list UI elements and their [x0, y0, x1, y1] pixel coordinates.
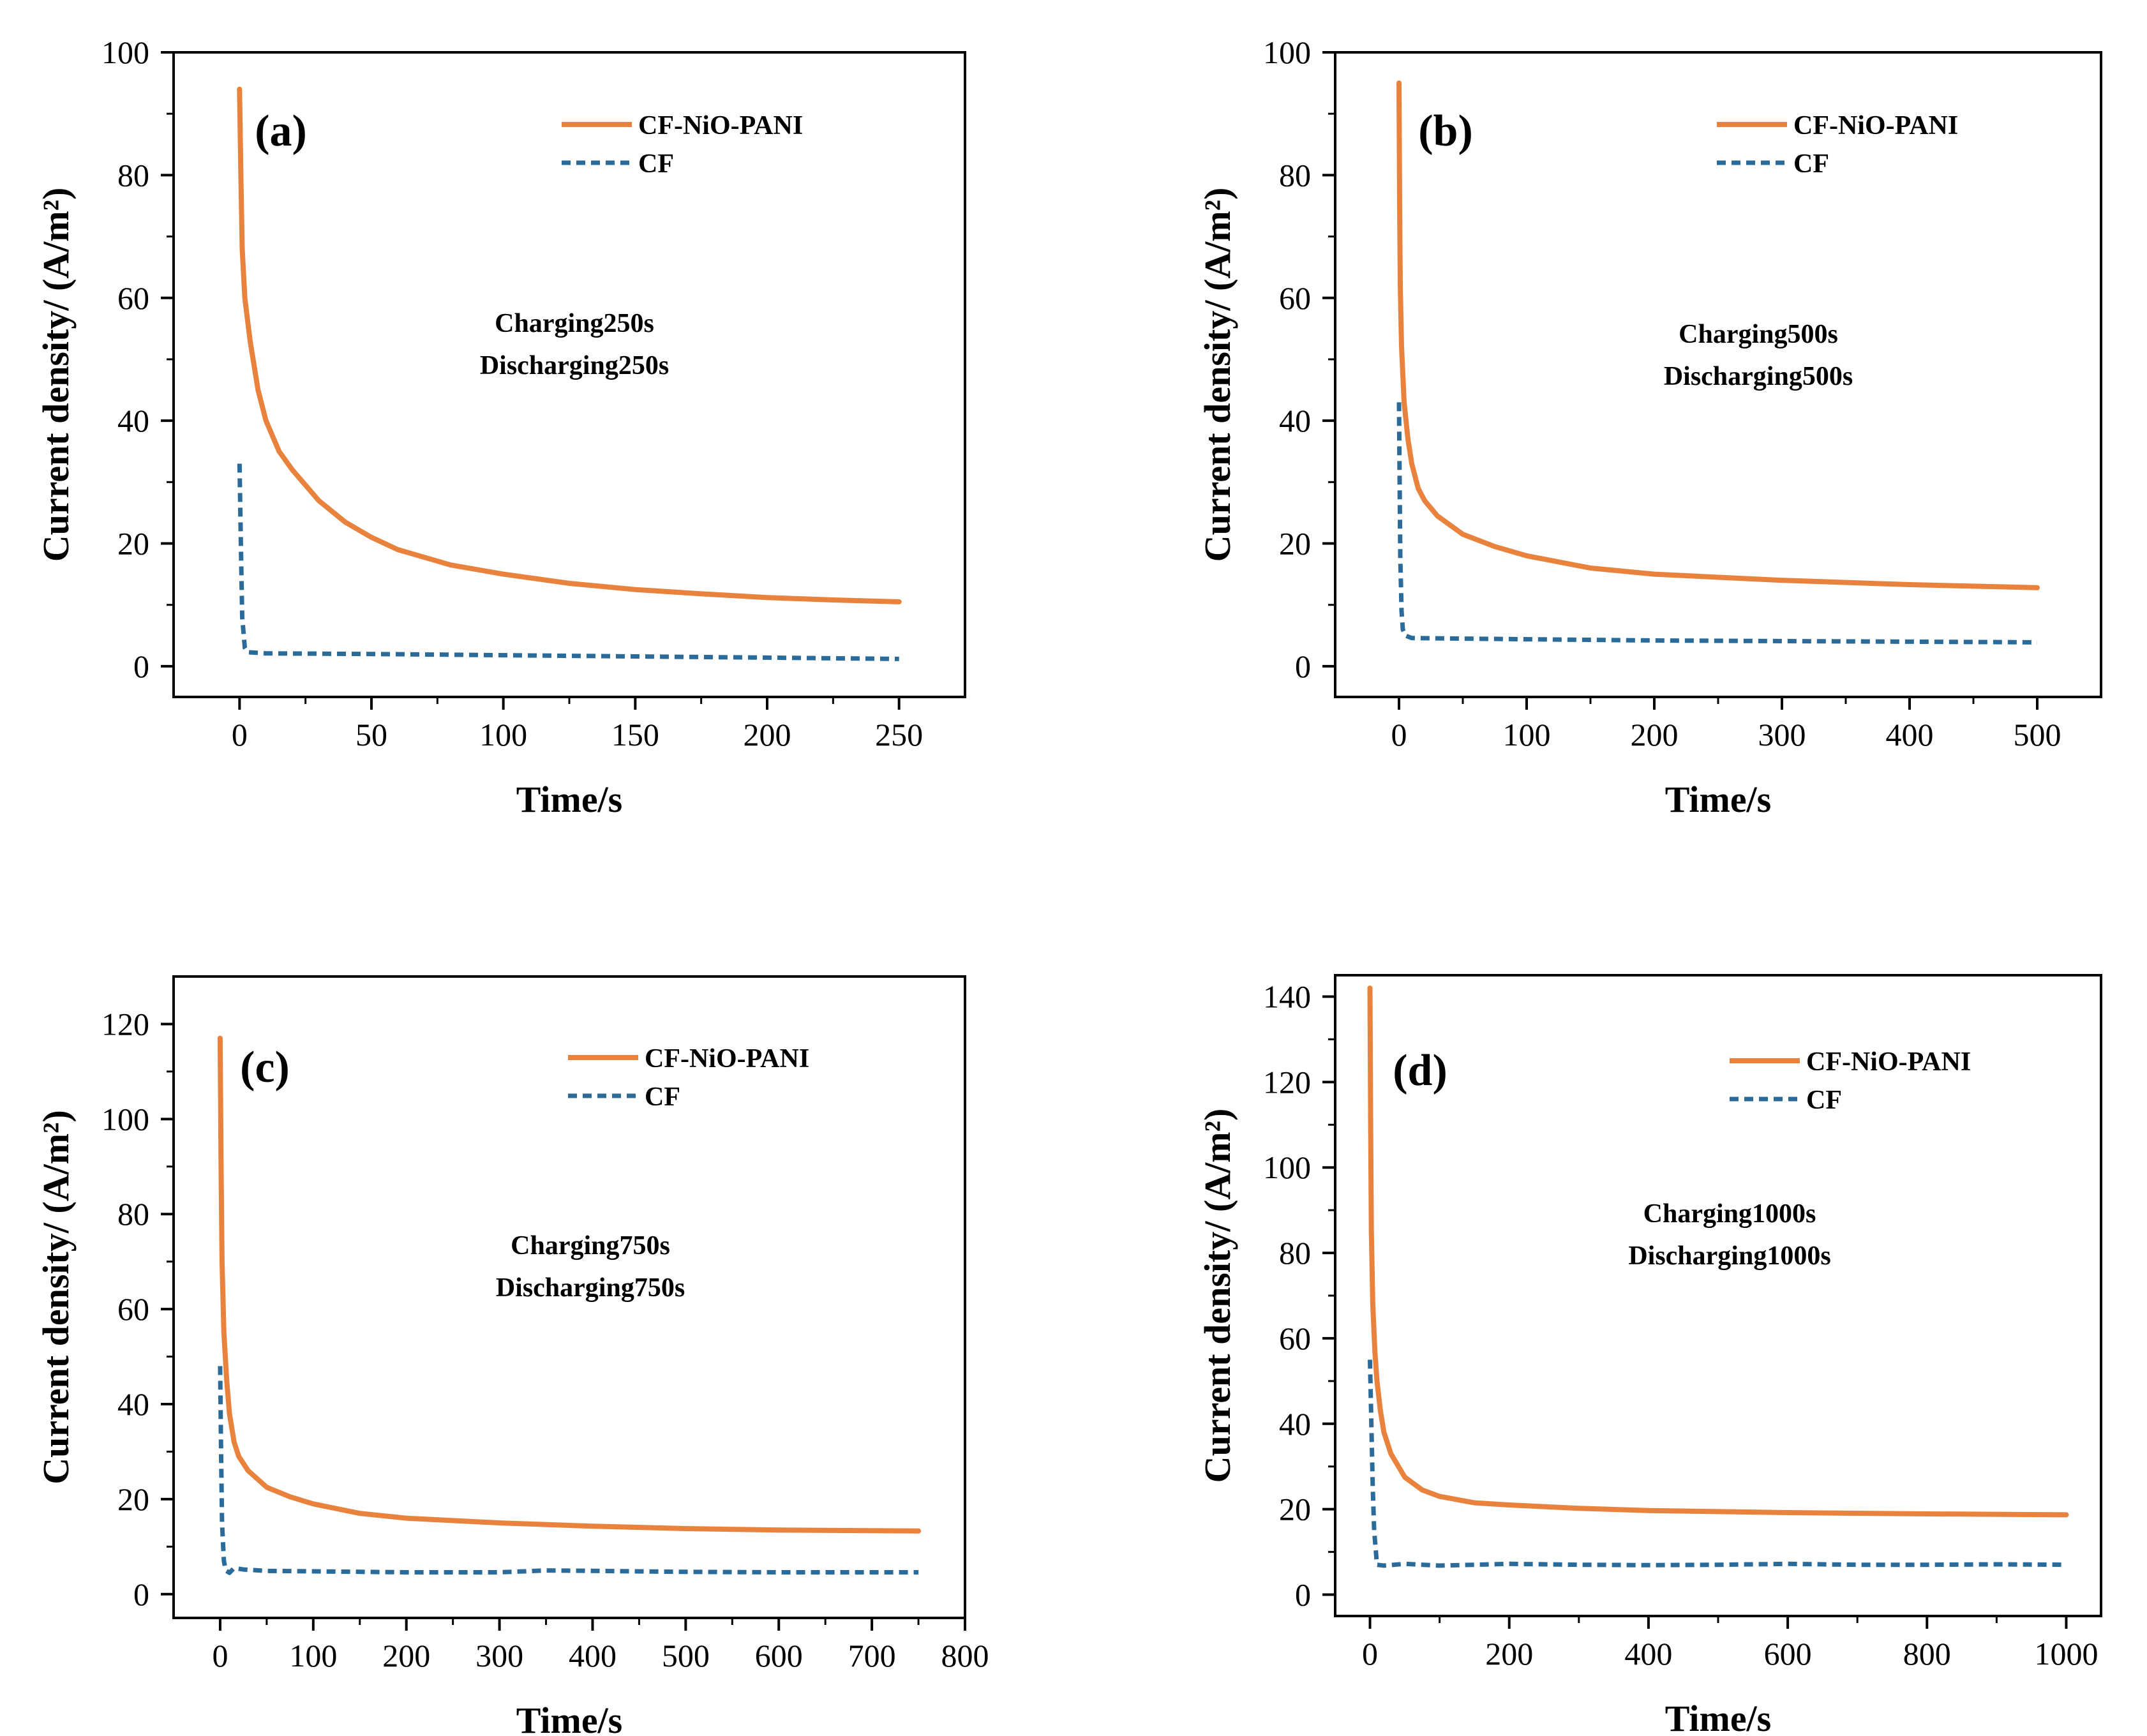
plot-frame — [1334, 974, 2102, 1617]
series-line-cf-nio-pani — [1367, 985, 2069, 1518]
y-axis-title: Current density/ (A/m²) — [1197, 1109, 1238, 1483]
y-tick-label: 80 — [117, 1196, 149, 1232]
y-tick-label: 0 — [133, 648, 149, 684]
x-tick-label: 0 — [1391, 717, 1407, 752]
series-line-cf — [1368, 1359, 2067, 1568]
x-tick-label: 100 — [1503, 717, 1551, 752]
x-tick-label: 200 — [744, 717, 791, 752]
y-tick-label: 40 — [117, 403, 149, 438]
panel-label: (a) — [255, 107, 307, 156]
x-axis-title: Time/s — [516, 1700, 623, 1736]
y-tick-label: 0 — [1295, 648, 1311, 684]
y-tick-label: 40 — [1279, 403, 1311, 438]
x-tick-label: 50 — [355, 717, 387, 752]
x-tick-label: 500 — [662, 1638, 710, 1673]
y-tick-label: 20 — [117, 526, 149, 562]
y-tick-label: 20 — [117, 1481, 149, 1517]
legend-label-cf: CF — [1793, 149, 1829, 179]
y-tick-label: 80 — [117, 157, 149, 193]
plot-frame — [172, 975, 966, 1619]
x-tick-label: 0 — [232, 717, 248, 752]
x-tick-label: 700 — [848, 1638, 896, 1673]
panel-label: (c) — [240, 1043, 290, 1092]
x-tick-label: 100 — [289, 1638, 337, 1673]
y-tick-label: 140 — [1263, 978, 1311, 1014]
y-axis-title: Current density/ (A/m²) — [35, 1110, 77, 1485]
x-tick-label: 200 — [1631, 717, 1679, 752]
y-tick-label: 80 — [1279, 157, 1311, 193]
x-tick-label: 200 — [382, 1638, 430, 1673]
x-tick-label: 150 — [611, 717, 659, 752]
y-tick-label: 100 — [1263, 34, 1311, 70]
x-axis-title: Time/s — [1665, 779, 1772, 820]
x-tick-label: 300 — [475, 1638, 523, 1673]
panel-label: (b) — [1418, 107, 1473, 156]
x-axis-title: Time/s — [1665, 1698, 1772, 1736]
legend-label-cf-nio-pani: CF-NiO-PANI — [638, 111, 803, 140]
legend-label-cf: CF — [1806, 1086, 1842, 1115]
panel-label: (d) — [1393, 1046, 1448, 1095]
y-tick-label: 100 — [1263, 1149, 1311, 1185]
series-line-cf — [218, 1366, 919, 1575]
series-line-cf — [1396, 402, 2038, 645]
annotation-discharging: Discharging250s — [480, 351, 669, 380]
legend-label-cf-nio-pani: CF-NiO-PANI — [1793, 111, 1958, 140]
x-axis-title: Time/s — [516, 779, 623, 820]
annotation-discharging: Discharging500s — [1664, 362, 1853, 391]
y-axis-title: Current density/ (A/m²) — [1197, 188, 1238, 562]
y-tick-label: 60 — [1279, 280, 1311, 316]
x-tick-label: 1000 — [2034, 1636, 2098, 1672]
x-tick-label: 400 — [1886, 717, 1934, 752]
y-tick-label: 120 — [1263, 1064, 1311, 1100]
annotation-charging: Charging250s — [495, 309, 654, 338]
legend-label-cf-nio-pani: CF-NiO-PANI — [645, 1044, 809, 1074]
annotation-discharging: Discharging1000s — [1628, 1241, 1830, 1271]
x-tick-label: 800 — [941, 1638, 989, 1673]
panel-c: 0 100 200 300 400 500 600 700 800 0 20 40 60 80 100 120… — [35, 975, 989, 1736]
series-line-cf-nio-pani — [217, 1035, 922, 1534]
series-line-cf-nio-pani — [1396, 80, 2040, 590]
x-tick-label: 0 — [1362, 1636, 1378, 1672]
x-tick-label: 300 — [1758, 717, 1806, 752]
y-tick-label: 60 — [1279, 1321, 1311, 1356]
y-tick-label: 100 — [101, 1101, 149, 1137]
x-tick-label: 800 — [1903, 1636, 1951, 1672]
y-tick-label: 20 — [1279, 1492, 1311, 1527]
annotation-charging: Charging750s — [511, 1231, 670, 1261]
x-tick-label: 400 — [1624, 1636, 1672, 1672]
y-tick-label: 40 — [117, 1386, 149, 1422]
y-tick-label: 80 — [1279, 1235, 1311, 1271]
x-tick-label: 500 — [2014, 717, 2061, 752]
panel-d: 0 200 400 600 800 1000 0 20 40 60 80 100 120 140 Time/… — [1197, 974, 2102, 1736]
y-tick-label: 0 — [133, 1576, 149, 1612]
x-tick-label: 200 — [1485, 1636, 1533, 1672]
y-axis-title: Current density/ (A/m²) — [35, 188, 77, 562]
legend-label-cf: CF — [638, 149, 674, 179]
y-tick-label: 60 — [117, 280, 149, 316]
series-line-cf — [237, 463, 899, 661]
annotation-charging: Charging500s — [1679, 320, 1838, 349]
x-tick-label: 600 — [755, 1638, 803, 1673]
y-tick-label: 60 — [117, 1291, 149, 1327]
x-tick-label: 400 — [569, 1638, 617, 1673]
y-tick-label: 20 — [1279, 526, 1311, 562]
panel-b: 0 100 200 300 400 500 0 20 40 60 80 100 Time/s Curren… — [1197, 34, 2102, 820]
legend-label-cf: CF — [645, 1082, 680, 1112]
y-tick-label: 100 — [101, 34, 149, 70]
y-tick-label: 120 — [101, 1006, 149, 1042]
series-line-cf-nio-pani — [237, 86, 902, 604]
annotation-discharging: Discharging750s — [496, 1273, 685, 1303]
x-tick-label: 0 — [212, 1638, 228, 1673]
x-tick-label: 600 — [1764, 1636, 1812, 1672]
x-tick-label: 100 — [479, 717, 527, 752]
legend-label-cf-nio-pani: CF-NiO-PANI — [1806, 1047, 1971, 1077]
panel-a: 0 50 100 150 200 250 0 20 40 60 80 100 Time/s Current… — [35, 34, 966, 820]
y-tick-label: 40 — [1279, 1406, 1311, 1442]
y-tick-label: 0 — [1295, 1577, 1311, 1613]
annotation-charging: Charging1000s — [1643, 1199, 1816, 1229]
x-tick-label: 250 — [875, 717, 923, 752]
